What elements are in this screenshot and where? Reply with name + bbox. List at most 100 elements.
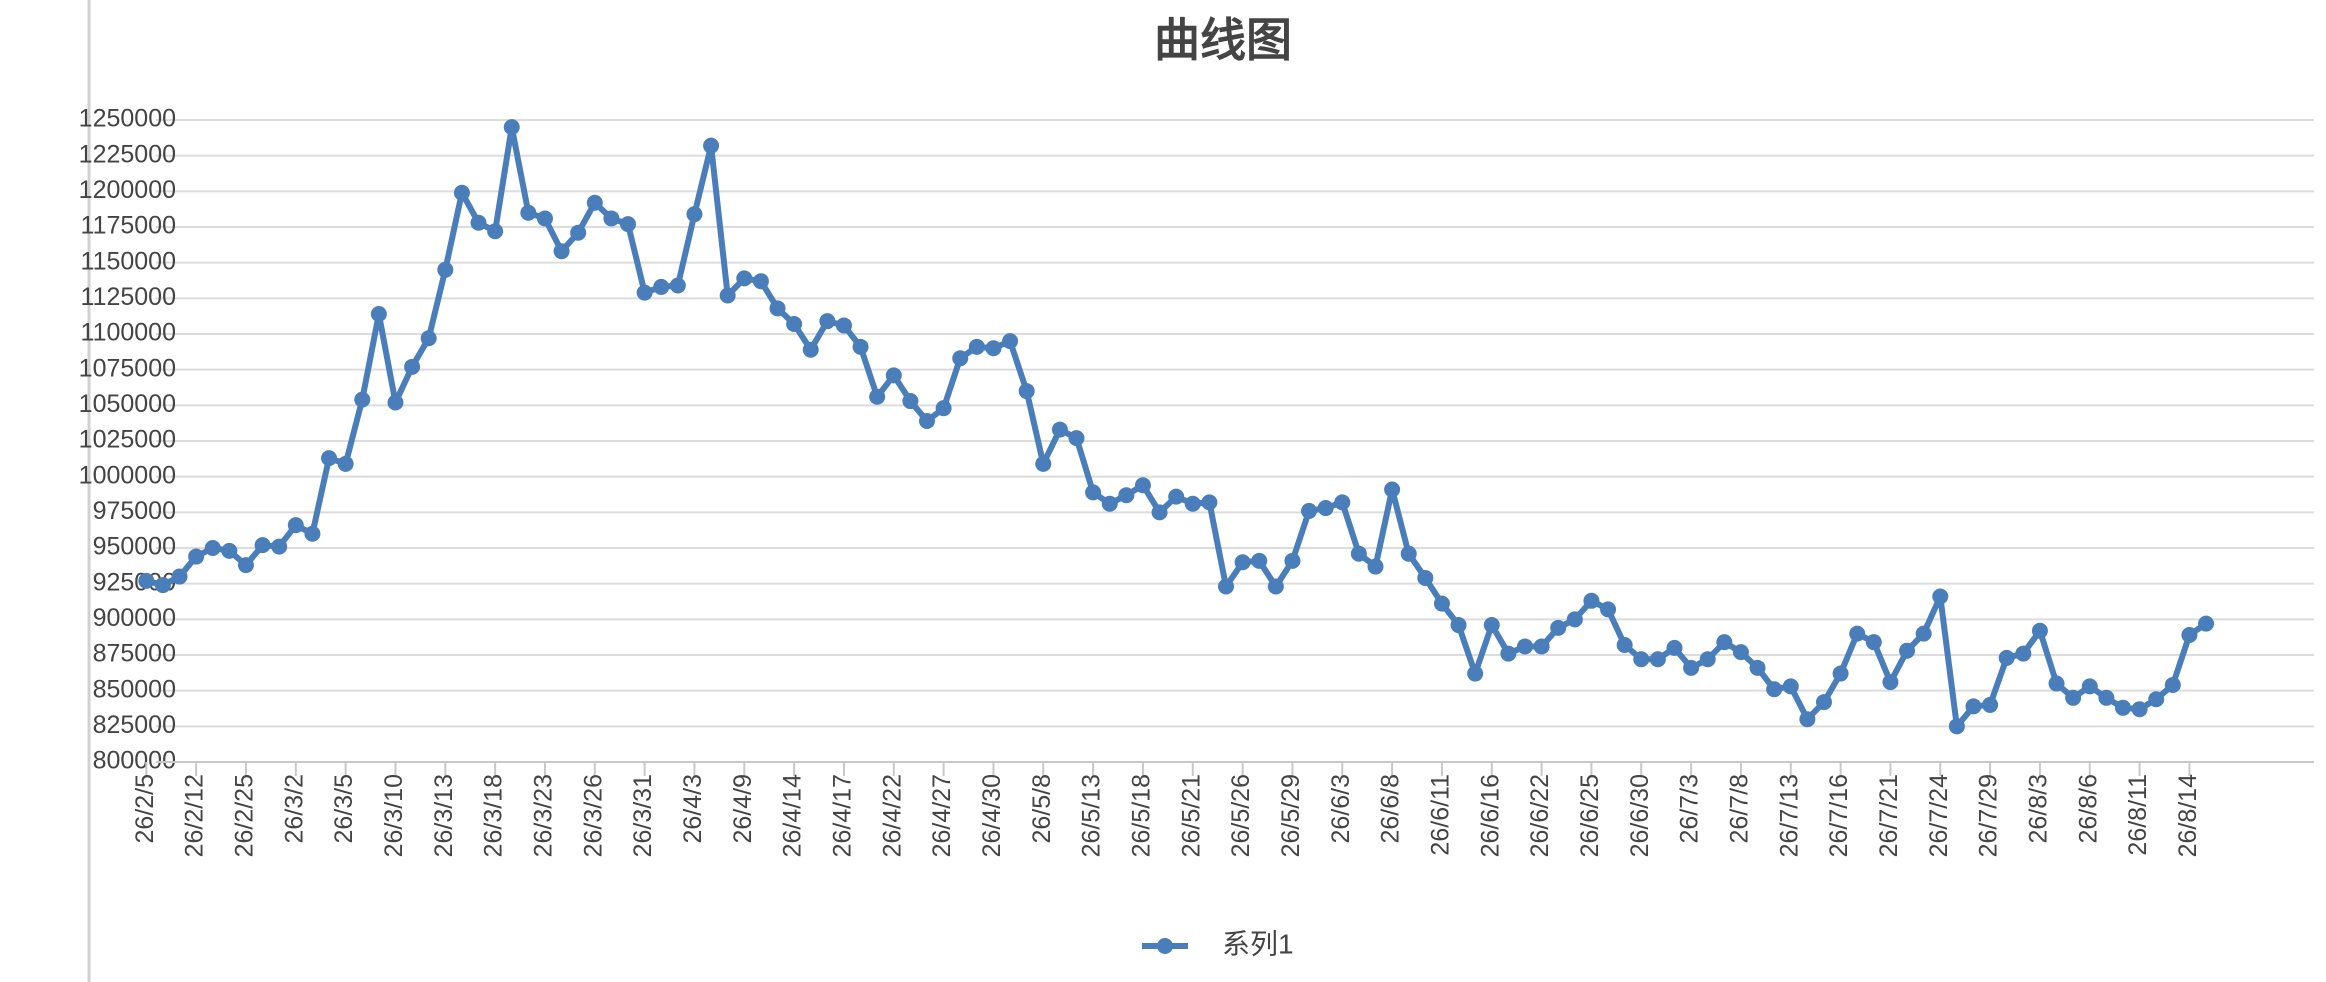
x-tick-label: 26/3/13	[430, 774, 458, 857]
point	[1134, 477, 1151, 494]
point	[420, 330, 437, 347]
x-tick-label: 26/2/25	[231, 774, 259, 857]
point	[304, 525, 321, 542]
x-tick-label: 26/6/11	[1427, 774, 1455, 856]
x-tick-label: 26/5/29	[1277, 774, 1305, 857]
point	[1899, 642, 1916, 659]
point	[171, 568, 188, 585]
point	[653, 278, 670, 295]
x-tick-label: 26/7/13	[1775, 774, 1803, 857]
point	[1500, 645, 1517, 662]
point	[1782, 678, 1799, 695]
x-tick-label: 26/3/31	[629, 774, 657, 857]
x-tick-label: 26/3/26	[579, 774, 607, 857]
point	[188, 548, 205, 565]
point	[869, 388, 886, 405]
point	[1085, 484, 1102, 501]
x-tick-label: 26/7/24	[1925, 774, 1953, 858]
point	[1849, 625, 1866, 642]
point	[221, 542, 238, 559]
x-tick-label: 26/3/2	[280, 774, 308, 844]
point	[1051, 421, 1068, 438]
point	[1832, 665, 1849, 682]
y-tick-label: 950000	[93, 533, 176, 561]
point	[1566, 611, 1583, 628]
y-tick-label: 900000	[93, 604, 176, 632]
point	[2181, 627, 2198, 644]
point	[1915, 625, 1932, 642]
series-line	[145, 124, 2208, 730]
x-tick-label: 26/6/8	[1377, 774, 1405, 844]
point	[354, 391, 371, 408]
point	[2098, 689, 2115, 706]
x-tick-label: 26/6/22	[1526, 774, 1554, 857]
point	[636, 284, 653, 301]
x-tick-label: 26/4/14	[779, 774, 807, 858]
point	[1267, 578, 1284, 595]
point	[1035, 455, 1052, 472]
point	[2131, 701, 2148, 718]
x-tick-label: 26/3/18	[480, 774, 508, 857]
point	[2164, 676, 2181, 693]
x-tick-label: 26/4/27	[928, 774, 956, 857]
x-tick-label: 26/8/11	[2124, 774, 2152, 856]
x-tick-label: 26/4/17	[829, 774, 857, 857]
point	[968, 338, 985, 355]
legend-label: 系列1	[1222, 928, 1294, 959]
point	[2048, 675, 2065, 692]
point	[1732, 644, 1749, 661]
point	[669, 277, 686, 294]
y-tick-label: 1000000	[79, 461, 176, 489]
x-tick-label: 26/6/25	[1576, 774, 1604, 857]
point	[719, 287, 736, 304]
x-tick-label: 26/8/6	[2074, 774, 2102, 844]
x-tick-label: 26/5/21	[1177, 774, 1205, 857]
x-tick-label: 26/7/21	[1875, 774, 1903, 857]
point	[387, 394, 404, 411]
point	[437, 261, 454, 278]
point	[703, 137, 720, 154]
point	[1815, 694, 1832, 711]
point	[1616, 637, 1633, 654]
point	[2198, 615, 2215, 632]
point	[1334, 494, 1351, 511]
point	[935, 400, 952, 417]
point	[736, 270, 753, 287]
y-tick-label: 1225000	[79, 140, 176, 168]
x-tick-label: 26/7/8	[1726, 774, 1754, 844]
point	[1417, 569, 1434, 586]
y-tick-label: 1075000	[79, 354, 176, 382]
y-tick-label: 975000	[93, 497, 176, 525]
point	[586, 194, 603, 211]
point	[852, 338, 869, 355]
point	[603, 210, 620, 227]
point	[453, 184, 470, 201]
point	[1184, 495, 1201, 512]
point	[1251, 552, 1268, 569]
point	[1450, 617, 1467, 634]
point	[686, 206, 703, 223]
y-tick-label: 1150000	[81, 247, 176, 275]
y-tick-label: 1025000	[79, 426, 176, 454]
point	[1168, 488, 1185, 505]
point	[271, 538, 288, 555]
x-tick-label: 26/5/26	[1227, 774, 1255, 857]
point	[2114, 699, 2131, 716]
point	[487, 223, 504, 240]
point	[1633, 651, 1650, 668]
y-tick-label: 850000	[93, 675, 176, 703]
point	[919, 413, 936, 430]
point	[1068, 430, 1085, 447]
point	[321, 450, 338, 467]
point	[570, 224, 587, 241]
point	[337, 455, 354, 472]
x-tick-label: 26/5/18	[1128, 774, 1156, 857]
point	[835, 317, 852, 334]
point	[138, 572, 155, 589]
y-tick-label: 875000	[93, 640, 176, 668]
point	[1965, 698, 1982, 715]
point	[470, 214, 487, 231]
point	[1666, 639, 1683, 656]
point	[1002, 333, 1019, 350]
